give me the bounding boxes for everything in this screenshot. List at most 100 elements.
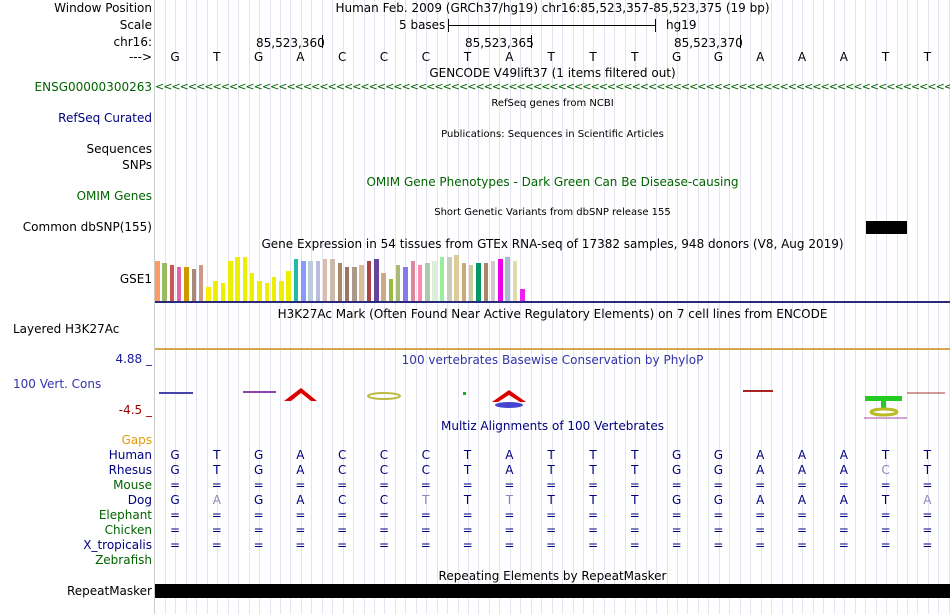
grid-line xyxy=(541,0,542,614)
gtex-expression-chart[interactable] xyxy=(155,253,535,301)
gtex-tissue-bar[interactable] xyxy=(512,261,518,301)
gtex-tissue-bar[interactable] xyxy=(425,263,430,301)
gtex-tissue-bar[interactable] xyxy=(330,259,335,301)
gtex-tissue-bar[interactable] xyxy=(286,271,291,301)
gtex-tissue-bar[interactable] xyxy=(191,269,197,301)
gtex-tissue-bar[interactable] xyxy=(374,259,379,301)
gtex-tissue-bar[interactable] xyxy=(483,263,489,301)
track-image-panel[interactable]: Human Feb. 2009 (GRCh37/hg19) chr16:85,5… xyxy=(155,0,950,614)
gtex-tissue-bar[interactable] xyxy=(395,265,401,301)
gtex-tissue-bar[interactable] xyxy=(279,281,284,301)
gtex-tissue-bar[interactable] xyxy=(322,259,328,301)
gene-strand-arrows[interactable]: <<<<<<<<<<<<<<<<<<<<<<<<<<<<<<<<<<<<<<<<… xyxy=(155,80,950,93)
gencode-track-title[interactable]: GENCODE V49lift37 (1 items filtered out) xyxy=(429,66,676,80)
refseq-curated-label[interactable]: RefSeq Curated xyxy=(58,111,152,125)
phylop-track-title[interactable]: 100 vertebrates Basewise Conservation by… xyxy=(401,353,704,367)
gse1-label[interactable]: GSE1 xyxy=(119,272,152,286)
alignment-base: G xyxy=(671,448,682,462)
gtex-tissue-bar[interactable] xyxy=(271,277,277,301)
gtex-tissue-bar[interactable] xyxy=(337,263,343,301)
chromosome-label: chr16: xyxy=(113,35,152,49)
h3k27ac-track-title[interactable]: H3K27Ac Mark (Often Found Near Active Re… xyxy=(277,307,828,321)
gtex-tissue-bar[interactable] xyxy=(220,283,226,301)
gtex-tissue-bar[interactable] xyxy=(301,261,306,301)
gtex-tissue-bar[interactable] xyxy=(308,261,313,301)
gtex-tissue-bar[interactable] xyxy=(505,257,510,301)
gencode-gene-label[interactable]: ENSG00000300263 xyxy=(34,80,152,94)
gtex-tissue-bar[interactable] xyxy=(447,257,452,301)
grid-line xyxy=(499,0,500,614)
gtex-tissue-bar[interactable] xyxy=(359,265,364,301)
gtex-tissue-bar[interactable] xyxy=(235,257,240,301)
omim-track-title[interactable]: OMIM Gene Phenotypes - Dark Green Can Be… xyxy=(366,175,739,189)
gtex-tissue-bar[interactable] xyxy=(417,265,423,301)
alignment-base: = xyxy=(713,538,724,552)
alignment-base: G xyxy=(170,463,180,477)
dbsnp-track-title[interactable]: Short Genetic Variants from dbSNP releas… xyxy=(434,207,671,218)
gtex-tissue-bar[interactable] xyxy=(169,265,175,301)
gtex-tissue-bar[interactable] xyxy=(439,257,445,301)
sequences-label[interactable]: Sequences xyxy=(86,142,152,156)
publications-track-title[interactable]: Publications: Sequences in Scientific Ar… xyxy=(441,129,664,140)
grid-line xyxy=(322,0,323,614)
gtex-tissue-bar[interactable] xyxy=(468,265,474,301)
vert-cons-label[interactable]: 100 Vert. Cons xyxy=(13,377,102,391)
refseq-track-title[interactable]: RefSeq genes from NCBI xyxy=(491,98,614,109)
gtex-tissue-bar[interactable] xyxy=(228,261,233,301)
repeatmasker-track-title[interactable]: Repeating Elements by RepeatMasker xyxy=(438,569,667,583)
gtex-tissue-bar[interactable] xyxy=(264,283,270,301)
gtex-tissue-bar[interactable] xyxy=(490,261,496,301)
gtex-tissue-bar[interactable] xyxy=(293,259,299,301)
gtex-tissue-bar[interactable] xyxy=(476,263,481,301)
omim-genes-label[interactable]: OMIM Genes xyxy=(76,189,152,203)
gtex-tissue-bar[interactable] xyxy=(520,289,525,301)
gtex-tissue-bar[interactable] xyxy=(388,279,394,301)
phylop-conservation-logo[interactable] xyxy=(155,380,950,420)
gtex-tissue-bar[interactable] xyxy=(155,261,160,301)
base-letter: T xyxy=(213,50,221,64)
gtex-tissue-bar[interactable] xyxy=(381,273,386,301)
alignment-base: = xyxy=(462,508,473,522)
dbsnp-variant-block[interactable] xyxy=(866,221,907,234)
repeatmasker-element-block[interactable] xyxy=(155,584,950,598)
gtex-tissue-bar[interactable] xyxy=(242,257,248,301)
base-letter: T xyxy=(547,50,555,64)
gtex-track-title[interactable]: Gene Expression in 54 tissues from GTEx … xyxy=(261,237,844,251)
gtex-tissue-bar[interactable] xyxy=(249,273,255,301)
species-label-rhesus: Rhesus xyxy=(108,463,152,477)
alignment-base: = xyxy=(169,538,181,552)
common-dbsnp-label[interactable]: Common dbSNP(155) xyxy=(22,220,152,234)
species-label-elephant: Elephant xyxy=(98,508,152,522)
layered-h3k27ac-label[interactable]: Layered H3K27Ac xyxy=(13,322,120,336)
gtex-tissue-bar[interactable] xyxy=(198,265,204,301)
gtex-tissue-bar[interactable] xyxy=(344,267,350,301)
grid-line xyxy=(708,0,709,614)
gtex-tissue-bar[interactable] xyxy=(184,267,189,301)
repeatmasker-label[interactable]: RepeatMasker xyxy=(66,584,152,598)
alignment-base: = xyxy=(796,538,808,552)
gtex-tissue-bar[interactable] xyxy=(352,267,357,301)
alignment-base: = xyxy=(922,538,933,552)
alignment-base: = xyxy=(420,523,431,537)
gtex-tissue-bar[interactable] xyxy=(315,261,321,301)
gtex-tissue-bar[interactable] xyxy=(454,255,459,301)
gtex-tissue-bar[interactable] xyxy=(213,281,218,301)
gtex-tissue-bar[interactable] xyxy=(410,261,416,301)
alignment-base: = xyxy=(211,538,222,552)
cons-letter-c-2 xyxy=(495,402,523,408)
grid-line xyxy=(698,0,699,614)
gtex-tissue-bar[interactable] xyxy=(403,267,408,301)
multiz-track-title[interactable]: Multiz Alignments of 100 Vertebrates xyxy=(440,419,665,433)
alignment-base: G xyxy=(253,448,264,462)
gtex-tissue-bar[interactable] xyxy=(176,267,182,301)
grid-line xyxy=(782,0,783,614)
gtex-tissue-bar[interactable] xyxy=(257,281,262,301)
grid-line xyxy=(719,0,720,614)
gtex-tissue-bar[interactable] xyxy=(366,261,372,301)
gtex-tissue-bar[interactable] xyxy=(206,287,211,301)
gtex-tissue-bar[interactable] xyxy=(162,263,167,301)
snps-label[interactable]: SNPs xyxy=(122,158,152,172)
gtex-tissue-bar[interactable] xyxy=(432,261,437,301)
gtex-tissue-bar[interactable] xyxy=(461,263,467,301)
gtex-tissue-bar[interactable] xyxy=(498,259,503,301)
